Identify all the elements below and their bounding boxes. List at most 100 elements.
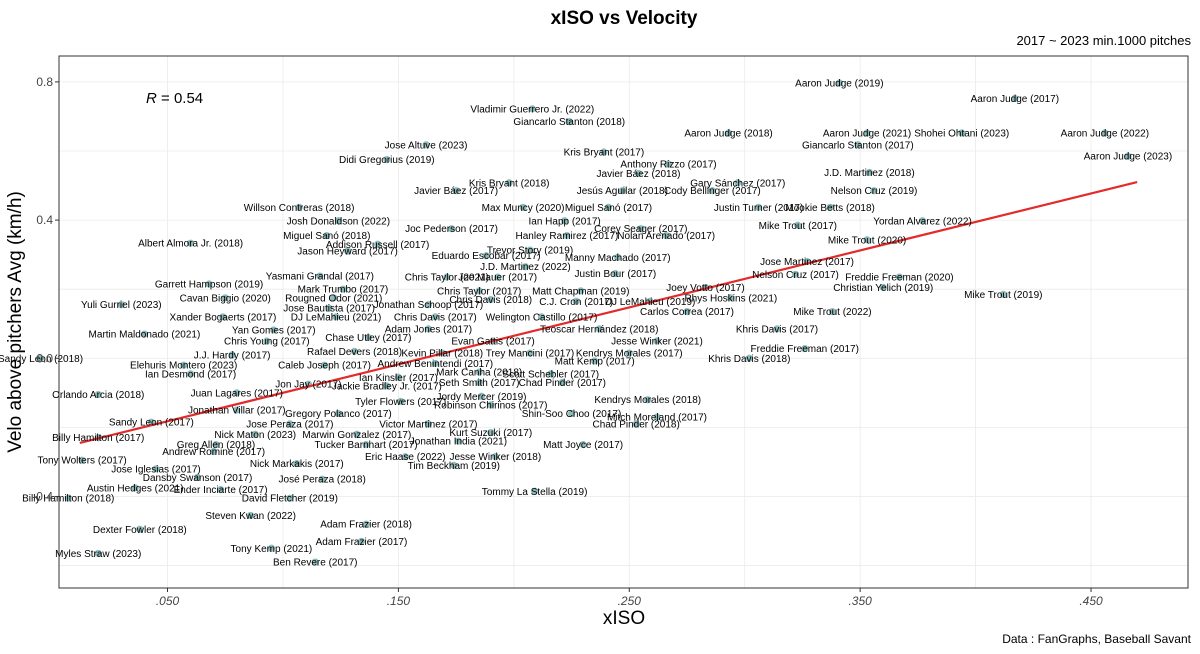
point-label: Corey Seager (2017) (594, 224, 687, 235)
point-label: Jonathan India (2021) (410, 437, 507, 448)
data-point (424, 325, 433, 333)
point-label: Matt Chapman (2019) (532, 286, 629, 297)
data-point (383, 382, 391, 390)
data-point (443, 273, 451, 281)
data-point (316, 272, 324, 280)
data-point (323, 232, 331, 240)
point-label: Jesús Aguilar (2018) (577, 186, 668, 197)
data-points (36, 79, 1132, 566)
point-label: Nelson Cruz (2019) (831, 186, 918, 197)
point-label: Miguel Sanó (2017) (565, 203, 652, 214)
point-label: Myles Straw (2023) (55, 549, 141, 560)
point-label: Addison Russell (2017) (326, 240, 429, 251)
point-label: Mark Canha (2018) (436, 368, 522, 379)
data-point (397, 397, 405, 406)
data-point (567, 409, 576, 418)
point-label: Max Muncy (2020) (482, 203, 565, 214)
correlation-annotation: R = 0.54 (146, 90, 203, 107)
data-point (140, 330, 149, 338)
data-point (614, 253, 622, 261)
data-point (136, 525, 144, 533)
point-label: Chris Young (2017) (224, 337, 310, 348)
point-label: Jon Jay (2017) (275, 380, 341, 391)
data-point (286, 494, 294, 502)
data-point (745, 354, 753, 362)
point-label: Trey Mancini (2017) (486, 349, 575, 360)
data-point (828, 308, 837, 316)
point-label: Kris Bryant (2017) (564, 148, 645, 159)
data-point (475, 287, 483, 295)
point-label: Yasmani Grandal (2017) (266, 272, 374, 283)
point-label: DJ LeMahieu (2021) (291, 312, 382, 323)
data-point (491, 453, 499, 461)
data-point (727, 294, 735, 302)
data-point (577, 287, 585, 295)
point-label: Didi Gregorius (2019) (339, 155, 435, 166)
point-label: Tyler Flowers (2017) (355, 397, 446, 408)
data-point (521, 263, 529, 271)
data-point (267, 544, 276, 552)
point-label: Joc Pederson (2017) (405, 224, 498, 235)
point-label: Sandy Leon (2018) (0, 354, 83, 365)
point-label: Mike Trout (2020) (828, 235, 906, 246)
data-point (330, 294, 338, 302)
point-label: Evan Gattis (2017) (451, 337, 534, 348)
point-label: Trevor Story (2019) (487, 246, 573, 257)
x-tick-label: .450 (1079, 594, 1103, 608)
point-label: Giancarlo Stanton (2017) (802, 140, 914, 151)
point-label: Jonathan Villar (2017) (188, 406, 286, 417)
y-tick-label: 0.0 (36, 351, 53, 365)
point-label: Vladimir Guerrero Jr. (2022) (470, 104, 594, 115)
point-label: Chris Taylor (2017) (437, 286, 521, 297)
data-point (572, 297, 580, 305)
data-point (870, 187, 878, 195)
data-point (357, 537, 366, 545)
data-point (653, 413, 661, 421)
data-point (734, 179, 742, 187)
data-point (653, 337, 661, 345)
data-point (547, 370, 555, 378)
data-point (152, 465, 160, 473)
data-point (801, 345, 809, 353)
data-point (528, 105, 536, 113)
point-label: Matt Joyce (2017) (543, 440, 623, 451)
point-label: Khris Davis (2017) (736, 324, 818, 335)
point-label: Tony Kemp (2021) (231, 544, 313, 555)
data-point (212, 441, 220, 449)
plot-panel-border (58, 55, 1189, 589)
point-label: Dansby Swanson (2017) (143, 473, 253, 484)
point-label: Joey Votto (2017) (666, 283, 744, 294)
data-point (263, 337, 271, 345)
data-point (625, 349, 633, 357)
point-label: Mark Trumbo (2017) (298, 285, 389, 296)
data-point (494, 273, 502, 281)
data-point (318, 475, 326, 483)
data-point (773, 325, 781, 333)
point-label: Tucker Barnhart (2017) (315, 440, 418, 451)
point-label: Jesse Winker (2018) (450, 452, 542, 463)
data-point (537, 313, 546, 321)
point-label: Ian Happ (2017) (528, 216, 600, 227)
data-point (487, 401, 495, 409)
point-label: Billy Hamilton (2018) (22, 494, 114, 505)
point-label: Elehuris Montero (2023) (130, 361, 237, 372)
point-label: Garrett Hampson (2019) (155, 280, 263, 291)
data-point (94, 390, 102, 399)
point-label: Ian Kinsler (2017) (359, 373, 438, 384)
point-label: Ian Desmond (2017) (145, 369, 236, 380)
point-label: Ender Inciarte (2017) (174, 485, 268, 496)
point-label: Dexter Fowler (2018) (93, 525, 187, 536)
point-label: Jackie Bradley Jr. (2017) (332, 381, 442, 392)
point-label: Shin-Soo Choo (2017) (522, 409, 622, 420)
point-label: Juan Lagares (2017) (191, 388, 283, 399)
data-point (477, 392, 486, 400)
data-point (422, 141, 430, 149)
point-label: Chris Taylor (2021) (405, 273, 489, 284)
data-point (64, 494, 72, 502)
point-label: DJ LeMahieu (2019) (605, 297, 696, 308)
data-point (1124, 152, 1132, 160)
point-label: Eric Haase (2022) (365, 452, 446, 463)
data-point (233, 389, 241, 397)
data-point (353, 430, 361, 438)
data-point (452, 187, 460, 195)
